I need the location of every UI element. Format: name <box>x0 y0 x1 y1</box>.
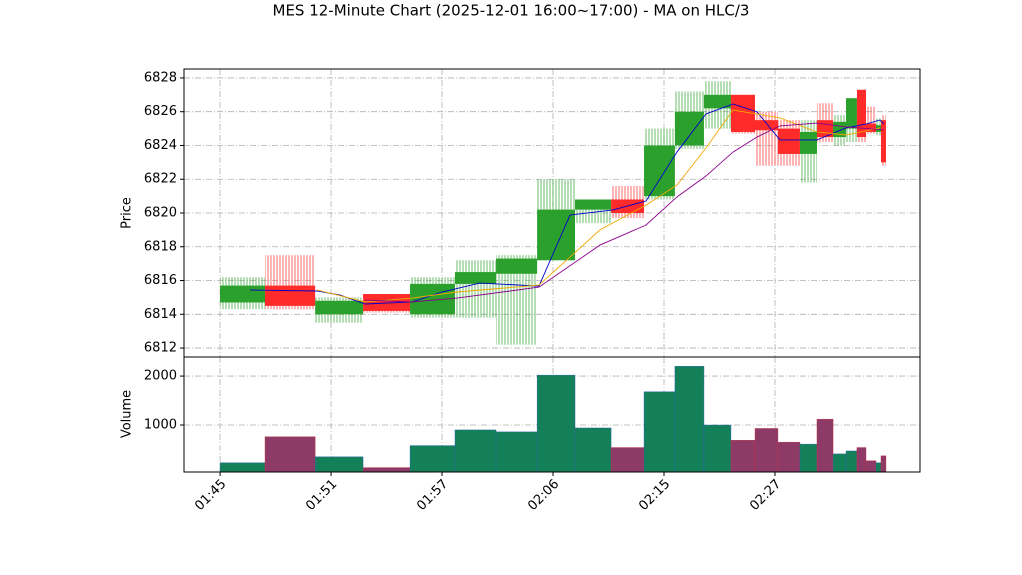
candle-wick <box>755 111 778 166</box>
candle-body <box>644 145 675 197</box>
price-axis-label: Price <box>120 197 135 229</box>
volume-bar <box>880 455 887 473</box>
volume-bar <box>574 427 612 473</box>
volume-bar <box>409 445 456 473</box>
volume-bar <box>610 447 645 473</box>
y-tick-label: 6812 <box>144 341 177 356</box>
y-tick-label: 6826 <box>144 104 177 119</box>
panel-frame <box>183 356 921 473</box>
ma-line <box>316 109 881 303</box>
volume-bar <box>643 391 676 473</box>
volume-bar <box>362 467 411 473</box>
candle-body <box>865 123 876 132</box>
y-tick-label: 6816 <box>144 273 177 288</box>
candle-body <box>856 89 866 138</box>
candle-wick <box>865 106 876 134</box>
volume-bar <box>754 428 779 473</box>
volume-bar <box>219 462 266 473</box>
candle-body <box>265 285 316 306</box>
volume-bar <box>875 462 882 473</box>
volume-bar <box>536 374 576 473</box>
candle-body <box>454 272 497 284</box>
candle-body <box>755 120 778 131</box>
y-tick-label: 6818 <box>144 239 177 254</box>
candle-body <box>777 128 800 154</box>
candle-body <box>703 94 731 109</box>
candle-body <box>315 300 364 315</box>
y-tick-label: 6824 <box>144 138 177 153</box>
candle-body <box>846 98 857 129</box>
volume-bar <box>856 447 867 473</box>
volume-bar <box>264 436 316 473</box>
volume-bar <box>816 418 834 473</box>
volume-bar <box>832 453 847 473</box>
ma-line <box>250 103 885 305</box>
y-tick-label: 6828 <box>144 70 177 85</box>
volume-bar <box>845 450 858 473</box>
volume-bar <box>799 443 818 473</box>
candle-body <box>575 199 612 210</box>
volume-bar <box>495 431 538 473</box>
volume-bar <box>454 429 497 473</box>
chart-title: MES 12-Minute Chart (2025-12-01 16:00~17… <box>273 2 750 20</box>
candle-body <box>880 120 886 163</box>
volume-bar <box>730 439 756 473</box>
candle-body <box>674 111 704 146</box>
volume-axis-label: Volume <box>120 390 135 438</box>
volume-bar <box>674 366 705 473</box>
y-tick-label: 6822 <box>144 172 177 187</box>
candle-body <box>799 131 817 154</box>
y-tick-label: 1000 <box>144 418 177 433</box>
candle-body <box>363 294 411 311</box>
candle-body <box>220 285 266 303</box>
volume-bar <box>777 441 801 473</box>
y-tick-label: 6814 <box>144 307 177 322</box>
candle-body <box>496 258 538 274</box>
y-tick-label: 6820 <box>144 206 177 221</box>
ma-line <box>365 122 884 303</box>
volume-bar <box>314 456 364 473</box>
y-tick-label: 2000 <box>144 369 177 384</box>
volume-bar <box>703 424 732 473</box>
volume-bar <box>865 460 877 473</box>
